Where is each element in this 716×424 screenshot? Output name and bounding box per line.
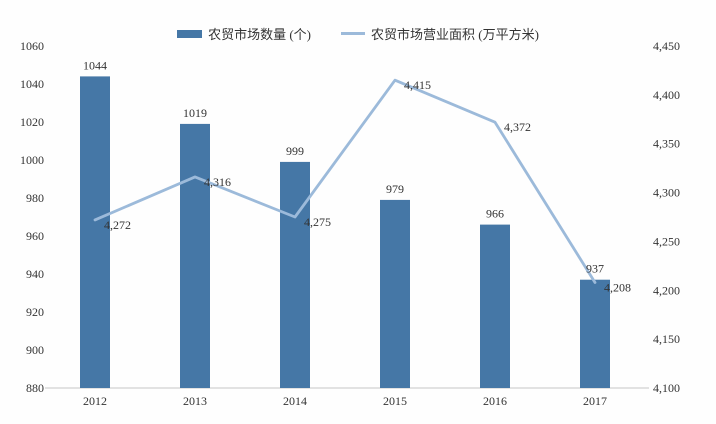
legend-item-bar-series: 农贸市场数量 (个): [177, 24, 311, 43]
bar-value-label: 966: [486, 207, 504, 221]
left-axis-tick-label: 1060: [20, 39, 44, 53]
line-series-path: [93, 78, 597, 284]
chart-legend: 农贸市场数量 (个) 农贸市场营业面积 (万平方米): [0, 24, 716, 43]
right-axis-tick-label: 4,300: [653, 186, 680, 200]
bar-2016: [480, 224, 510, 388]
line-value-label: 4,316: [204, 175, 231, 189]
bar-2013: [180, 123, 210, 389]
bar-value-label: 999: [286, 144, 304, 158]
line-series-layer: [93, 78, 597, 284]
left-axis-tick-label: 1000: [20, 153, 44, 167]
x-axis-category-label: 2016: [483, 394, 507, 408]
bar-series-swatch-icon: [177, 29, 203, 38]
bar-2014: [280, 161, 310, 388]
right-axis-tick-label: 4,100: [653, 381, 680, 395]
line-value-label: 4,415: [404, 78, 431, 92]
left-axis-tick-label: 1020: [20, 115, 44, 129]
right-axis-tick-label: 4,150: [653, 332, 680, 346]
data-label-layer: 1044 1019 999 979 966 937 4,272 4,316 4,275 4,415…: [83, 58, 631, 294]
left-axis-tick-label: 980: [26, 191, 44, 205]
bar-value-label: 1019: [183, 106, 207, 120]
legend-item-line-series: 农贸市场营业面积 (万平方米): [341, 24, 539, 43]
x-axis-category-label: 2012: [83, 394, 107, 408]
left-axis-tick-label: 920: [26, 305, 44, 319]
bar-2017: [580, 279, 610, 388]
left-axis-tick-label: 900: [26, 343, 44, 357]
right-axis-tick-label: 4,450: [653, 39, 680, 53]
right-axis-tick-label: 4,400: [653, 88, 680, 102]
right-axis-tick-label: 4,200: [653, 283, 680, 297]
bar-series-layer: [80, 76, 610, 389]
legend-bar-label: 农贸市场数量 (个): [208, 27, 311, 42]
x-axis-category-label: 2014: [283, 394, 307, 408]
legend-line-label: 农贸市场营业面积 (万平方米): [371, 27, 539, 42]
line-value-label: 4,208: [604, 280, 631, 294]
bar-2012: [80, 76, 110, 389]
bar-value-label: 979: [386, 182, 404, 196]
left-axis-tick-label: 940: [26, 267, 44, 281]
line-series-swatch-icon: [341, 32, 365, 35]
bar-2015: [380, 199, 410, 388]
line-value-label: 4,372: [504, 120, 531, 134]
line-value-label: 4,272: [104, 218, 131, 232]
bar-value-label: 937: [586, 262, 604, 276]
left-axis-tick-label: 1040: [20, 77, 44, 91]
x-axis-category-label: 2015: [383, 394, 407, 408]
right-axis-tick-label: 4,250: [653, 234, 680, 248]
axis-layer: 880 900 920 940 960 980 1000 1020 1040 1060 4,100 4…: [20, 39, 680, 408]
right-axis-tick-label: 4,350: [653, 137, 680, 151]
bar-value-label: 1044: [83, 58, 107, 72]
x-axis-category-label: 2017: [583, 394, 607, 408]
left-axis-tick-label: 880: [26, 381, 44, 395]
left-axis-tick-label: 960: [26, 229, 44, 243]
x-axis-category-label: 2013: [183, 394, 207, 408]
line-value-label: 4,275: [304, 215, 331, 229]
